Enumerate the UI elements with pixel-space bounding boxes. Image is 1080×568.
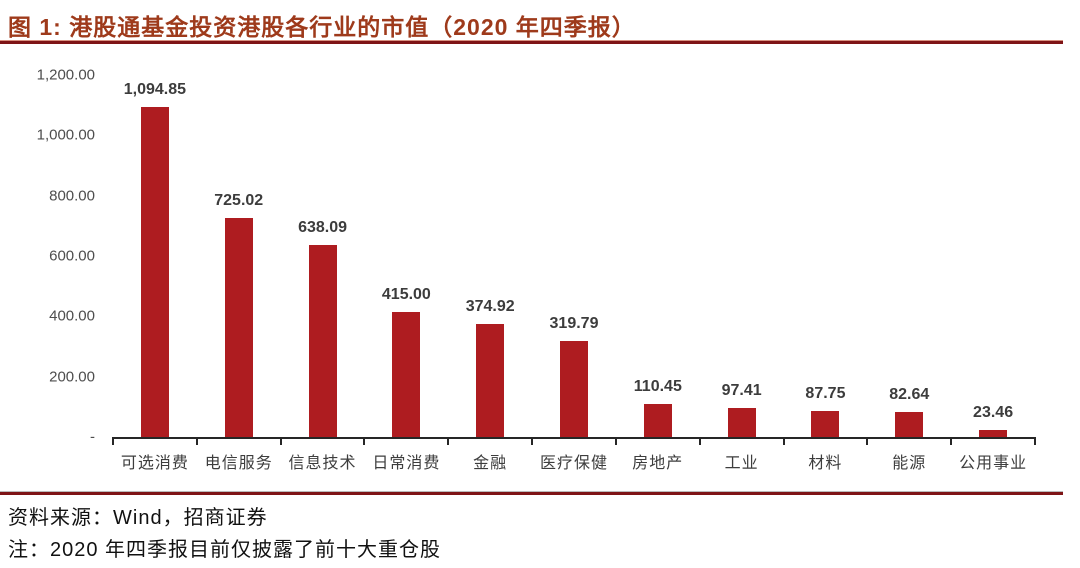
y-axis-tick-label: - <box>90 428 95 446</box>
y-axis-tick-label: 800.00 <box>49 187 95 205</box>
x-axis-category-label: 工业 <box>724 455 759 472</box>
bar <box>979 429 1008 437</box>
bar-value-label: 110.45 <box>633 377 682 395</box>
y-axis-tick-label: 600.00 <box>49 247 95 265</box>
x-axis-tick <box>447 437 450 445</box>
bar-value-label: 23.46 <box>973 403 1014 421</box>
bar-value-label: 319.79 <box>549 314 599 332</box>
bar <box>643 403 672 437</box>
title-divider <box>0 40 1063 44</box>
bar <box>476 323 505 437</box>
bar-value-label: 638.09 <box>298 218 347 236</box>
bar-value-label: 1,094.85 <box>123 80 187 98</box>
x-axis-tick <box>698 437 701 445</box>
bar <box>895 412 924 437</box>
bar <box>811 410 840 437</box>
footer-divider <box>0 491 1063 495</box>
x-axis-category-label: 公用事业 <box>959 455 1028 472</box>
y-axis-tick-label: 400.00 <box>49 307 95 325</box>
y-axis-tick-label: 1,200.00 <box>36 66 95 84</box>
x-axis-category-label: 信息技术 <box>288 455 357 472</box>
bar-value-label: 82.64 <box>889 386 930 404</box>
x-axis-category-label: 电信服务 <box>204 455 273 472</box>
x-axis-tick <box>782 437 785 445</box>
figure-title: 图 1: 港股通基金投资港股各行业的市值（2020 年四季报） <box>8 14 636 40</box>
x-axis-category-label: 医疗保健 <box>539 455 608 472</box>
x-axis-category-label: 房地产 <box>632 455 684 472</box>
bar <box>560 340 588 437</box>
bar <box>392 311 421 437</box>
x-axis-tick <box>866 437 869 445</box>
x-axis-tick <box>1034 437 1036 445</box>
bar-value-label: 87.75 <box>805 384 846 402</box>
x-axis-category-label: 金融 <box>473 455 508 472</box>
bar-value-label: 725.02 <box>214 192 264 210</box>
bar-chart: 1,200.00 1,000.00 800.00 600.00 400.00 200.00… <box>36 66 1036 472</box>
x-axis-tick <box>363 437 366 445</box>
x-axis-tick <box>531 437 534 445</box>
x-axis-tick <box>279 437 282 445</box>
bar-value-label: 415.00 <box>381 285 431 303</box>
x-axis-category-label: 材料 <box>808 455 843 472</box>
x-axis-tick <box>950 437 953 445</box>
x-axis-tick <box>614 437 617 445</box>
bar <box>224 218 253 437</box>
x-axis-category-label: 日常消费 <box>372 455 441 472</box>
note-text: 注：2020 年四季报目前仅披露了前十大重仓股 <box>8 539 442 561</box>
bar <box>308 244 337 437</box>
bar <box>140 106 169 437</box>
bar-value-label: 97.41 <box>721 381 762 399</box>
y-axis-tick-label: 1,000.00 <box>36 126 95 144</box>
bar-value-label: 374.92 <box>465 297 515 315</box>
x-axis-line <box>113 437 1035 439</box>
x-axis-category-label: 可选消费 <box>120 455 189 472</box>
x-axis-category-label: 能源 <box>892 455 927 472</box>
source-text: 资料来源：Wind，招商证券 <box>8 507 268 529</box>
y-axis-tick-label: 200.00 <box>49 368 95 386</box>
x-axis-tick <box>112 437 114 445</box>
bar <box>727 407 756 437</box>
x-axis-tick <box>195 437 198 445</box>
